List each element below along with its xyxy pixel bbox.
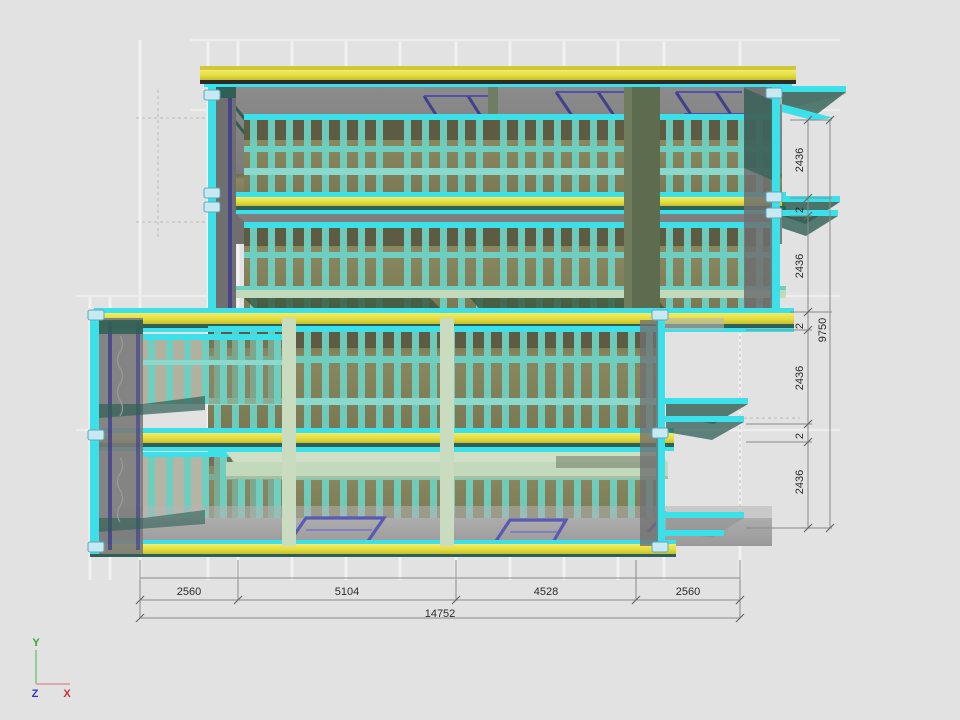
right-dimension-labels: 2436 2 2436 2 2436 2 2436 9750 [794,148,829,494]
lower-left-frame [90,312,205,554]
axis-x-label: X [63,688,71,700]
axis-z-label: Z [32,688,39,700]
vdim-label-4: 2436 [794,366,806,390]
lower-column-mid [440,318,454,546]
level3-studs [244,114,780,198]
vdim-label-3: 2 [794,323,806,329]
dim-label-seg-0: 2560 [177,586,201,598]
vdim-label-overall-height: 9750 [817,318,829,342]
lower-column-left [282,318,296,546]
upper-partition-edge [624,82,632,314]
level1-slab [94,428,674,451]
dim-label-seg-3: 2560 [676,586,700,598]
axis-y-label: Y [32,637,40,649]
right-dimension-chain [746,115,835,533]
bottom-dimension-labels: 2560 5104 4528 2560 14752 [177,586,700,620]
ground-slab [90,540,676,557]
dim-label-seg-1: 5104 [335,586,359,598]
roof-overhang-right [780,86,846,120]
level3-slab [208,192,786,214]
vdim-label-6: 2436 [794,470,806,494]
axis-triad: Y X Z [32,637,72,700]
vdim-label-0: 2436 [794,148,806,172]
joint-connectors [87,87,783,553]
vdim-label-1: 2 [794,207,806,213]
bottom-dimension-chain [135,560,745,623]
dim-label-seg-2: 4528 [534,586,558,598]
dashed-reference-lines [136,90,800,540]
vdim-label-2: 2436 [794,254,806,278]
stair-guard-upper-left [142,334,290,404]
roof-slab [200,66,796,87]
dim-label-overall-width: 14752 [425,608,456,620]
vdim-label-5: 2 [794,433,806,439]
